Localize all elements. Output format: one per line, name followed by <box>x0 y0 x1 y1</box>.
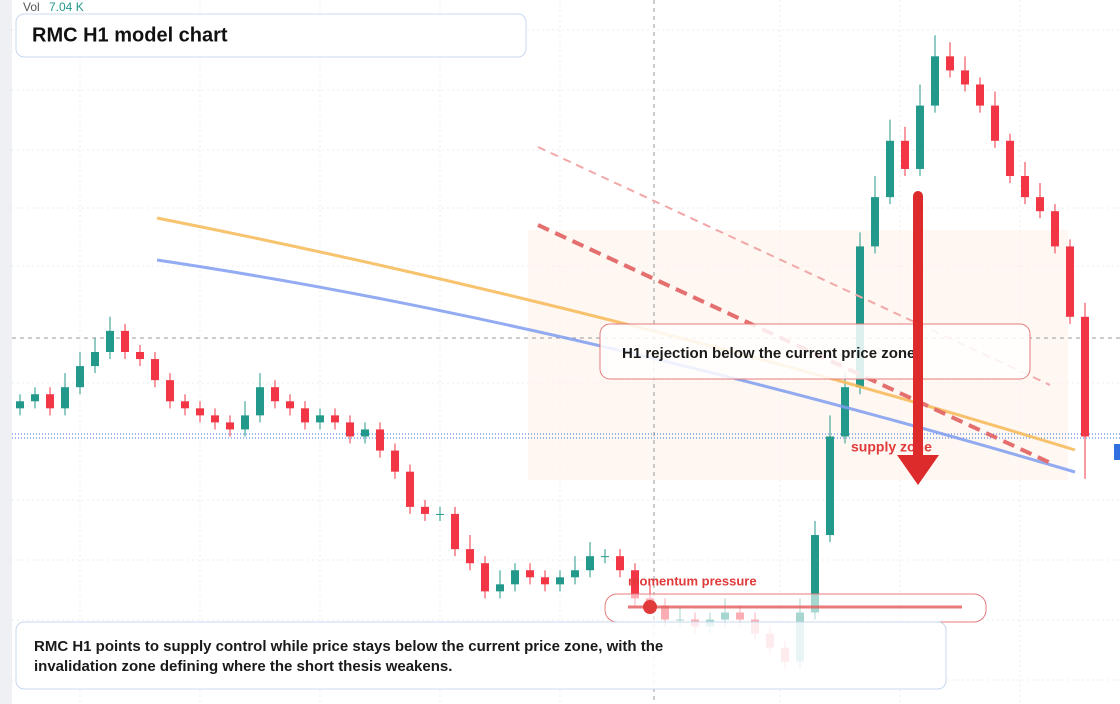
candle-body <box>331 415 339 423</box>
note: RMC H1 points to supply control while pr… <box>34 638 664 675</box>
candle-body <box>76 366 84 388</box>
candle-body <box>496 584 504 592</box>
candle-body <box>601 556 609 558</box>
candle-body <box>196 408 204 416</box>
candle-body <box>616 556 624 571</box>
candle-body <box>811 535 819 613</box>
candle-body <box>361 429 369 437</box>
candle-body <box>226 422 234 430</box>
candle-body <box>841 387 849 437</box>
candle-body <box>1006 140 1014 176</box>
candle-body <box>526 570 534 578</box>
arrow-head <box>897 455 939 485</box>
volume-label: Vol <box>23 0 40 14</box>
chart-title: RMC H1 model chart <box>32 24 228 46</box>
candle-body <box>301 408 309 423</box>
candle-body <box>286 401 294 409</box>
candle-body <box>421 506 429 514</box>
candle-body <box>826 436 834 536</box>
candle-body <box>571 570 579 578</box>
candle-body <box>871 197 879 247</box>
volume-value: 7.04 K <box>49 0 84 14</box>
candle-body <box>541 577 549 585</box>
candle-body <box>1081 316 1089 437</box>
moving-average <box>156 216 1076 452</box>
candle-body <box>106 330 114 352</box>
annotation: supply zone <box>851 439 932 455</box>
side-strip <box>0 0 12 704</box>
candle-body <box>271 387 279 402</box>
candle-body <box>931 56 939 106</box>
candle-body <box>61 387 69 409</box>
candle-body <box>31 394 39 402</box>
candle-body <box>1051 211 1059 247</box>
candle-body <box>346 422 354 437</box>
candle-body <box>451 513 459 550</box>
candle-body <box>856 246 864 388</box>
candle-body <box>16 401 24 409</box>
candle-body <box>481 563 489 592</box>
candle-body <box>46 394 54 409</box>
candle-body <box>151 359 159 381</box>
momentum-marker <box>643 600 657 614</box>
candle-body <box>886 140 894 198</box>
candle-body <box>121 330 129 352</box>
moving-average <box>156 258 1076 474</box>
candle-body <box>376 429 384 451</box>
candle-body <box>916 105 924 169</box>
candle-body <box>211 415 219 423</box>
candle-body <box>181 401 189 409</box>
candle-body <box>511 570 519 585</box>
candle-body <box>1021 176 1029 198</box>
trend-line <box>537 146 1051 386</box>
candle-body <box>961 70 969 85</box>
candle-body <box>976 84 984 106</box>
candle-body <box>1066 246 1074 317</box>
price-marker <box>1114 444 1120 460</box>
candle-body <box>901 140 909 169</box>
title-box <box>15 13 527 58</box>
candle-body <box>91 352 99 367</box>
candle-body <box>586 556 594 571</box>
candle-body <box>946 56 954 71</box>
candle-body <box>241 415 249 430</box>
candle-body <box>631 570 639 599</box>
candle-body <box>256 387 264 416</box>
annotation: H1 rejection below the current price zon… <box>622 345 915 362</box>
candle-body <box>556 577 564 585</box>
candle-body <box>166 380 174 402</box>
candle-body <box>316 415 324 423</box>
candle-body <box>1036 197 1044 212</box>
note-box <box>15 621 947 690</box>
candle-body <box>991 105 999 141</box>
candles <box>16 35 1089 669</box>
candle-body <box>391 450 399 472</box>
candle-body <box>466 549 474 564</box>
candle-body <box>136 352 144 360</box>
candle-body <box>436 513 444 515</box>
annotation: momentum pressure <box>628 573 757 588</box>
candle-body <box>406 471 414 507</box>
